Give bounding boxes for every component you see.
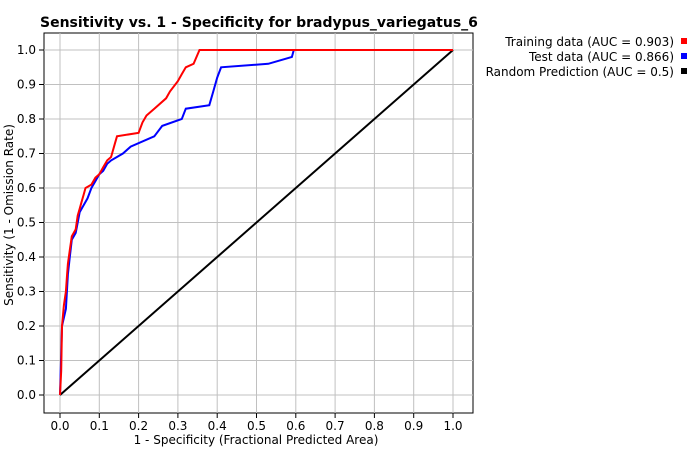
x-tick-label: 0.8	[365, 419, 384, 433]
x-tick-label: 0.7	[326, 419, 345, 433]
legend-swatch-1	[681, 53, 687, 59]
y-tick-label: 0.2	[17, 319, 36, 333]
x-tick-label: 0.4	[208, 419, 227, 433]
y-tick-label: 0.5	[17, 216, 36, 230]
legend-label-2: Random Prediction (AUC = 0.5)	[486, 65, 674, 79]
x-tick-label: 0.1	[90, 419, 109, 433]
y-tick-label: 0.7	[17, 147, 36, 161]
chart-title: Sensitivity vs. 1 - Specificity for brad…	[40, 15, 478, 31]
y-tick-label: 0.3	[17, 285, 36, 299]
legend-label-1: Test data (AUC = 0.866)	[528, 50, 674, 64]
x-tick-label: 0.2	[129, 419, 148, 433]
y-tick-label: 0.9	[17, 78, 36, 92]
x-tick-label: 0.5	[247, 419, 266, 433]
series-line-0	[59, 49, 453, 396]
x-tick-label: 0.3	[168, 419, 187, 433]
legend: Training data (AUC = 0.903)Test data (AU…	[486, 35, 687, 79]
y-tick-label: 0.6	[17, 181, 36, 195]
y-tick-label: 0.4	[17, 250, 36, 264]
x-tick-label: 0.0	[50, 419, 69, 433]
legend-swatch-0	[681, 38, 687, 44]
grid	[44, 33, 473, 413]
legend-swatch-2	[681, 68, 687, 74]
y-axis-label: Sensitivity (1 - Omission Rate)	[2, 124, 16, 306]
x-tick-label: 0.9	[404, 419, 423, 433]
x-tick-label: 0.6	[286, 419, 305, 433]
series-layer	[59, 49, 454, 396]
x-tick-label: 1.0	[443, 419, 462, 433]
legend-label-0: Training data (AUC = 0.903)	[504, 35, 674, 49]
series-line-2	[59, 49, 454, 396]
y-tick-label: 0.8	[17, 112, 36, 126]
x-axis-label: 1 - Specificity (Fractional Predicted Ar…	[134, 433, 379, 447]
y-tick-label: 0.0	[17, 388, 36, 402]
y-tick-label: 1.0	[17, 43, 36, 57]
y-tick-label: 0.1	[17, 354, 36, 368]
axis-ticks: 0.0 0.1 0.2 0.3 0.4 0.5 0.6 0.7 0.8 0.9 1.0 0.0 0.1 0…	[17, 43, 463, 433]
